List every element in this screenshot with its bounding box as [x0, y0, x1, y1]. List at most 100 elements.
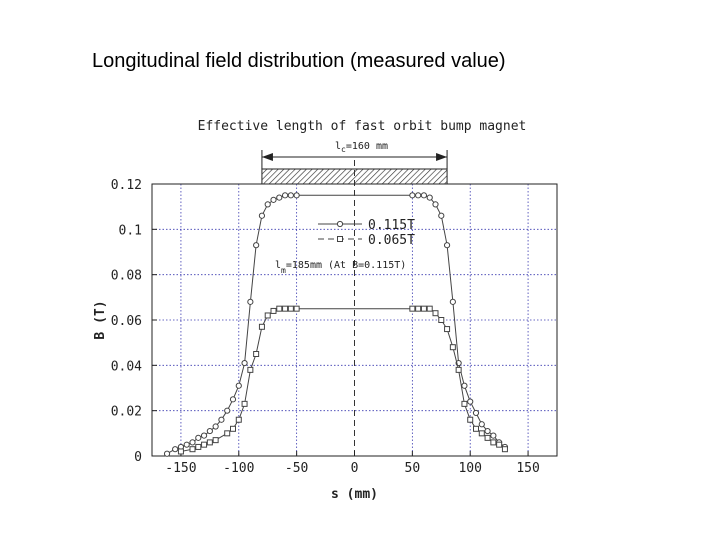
data-point — [270, 196, 277, 203]
data-point — [224, 407, 231, 414]
data-point — [195, 434, 202, 441]
data-point — [189, 439, 196, 446]
data-point — [443, 242, 451, 249]
data-point — [432, 201, 439, 208]
data-point — [409, 192, 416, 199]
data-point — [501, 446, 508, 453]
y-tick-label: 0.12 — [111, 178, 142, 193]
data-point — [241, 400, 248, 407]
data-point — [461, 382, 468, 389]
legend-marker — [337, 236, 343, 242]
data-point — [218, 416, 225, 423]
data-point — [253, 351, 260, 357]
data-point — [206, 427, 213, 435]
y-tick-label: 0.08 — [111, 269, 142, 284]
data-point — [484, 427, 491, 435]
data-point — [206, 439, 213, 446]
data-point — [478, 430, 485, 437]
x-tick-label: 0 — [351, 461, 359, 476]
dimension-arrow-right — [436, 153, 448, 161]
data-point — [455, 366, 462, 373]
data-point — [189, 446, 196, 453]
data-point — [438, 212, 445, 219]
y-axis-label: B (T) — [93, 300, 108, 339]
data-point — [235, 382, 242, 389]
x-tick-label: -150 — [165, 461, 196, 476]
data-point — [420, 192, 428, 199]
slide-title: Longitudinal field distribution (measure… — [92, 50, 506, 72]
data-point — [212, 423, 219, 430]
core-length-label: lc=160 mm — [335, 141, 388, 154]
data-point — [461, 400, 468, 407]
data-point — [258, 323, 265, 330]
x-tick-label: -100 — [223, 461, 254, 476]
data-point — [496, 441, 503, 448]
x-tick-label: 50 — [405, 461, 421, 476]
data-point — [224, 430, 231, 437]
chart-title: Effective length of fast orbit bump magn… — [198, 119, 527, 134]
legend-marker — [336, 220, 344, 228]
series-high-field — [163, 192, 509, 457]
magnetic-length-label: lm=185mm (At B=0.115T) — [275, 260, 406, 275]
x-axis-ticks: -150 -100 -50 0 50 100 150 — [165, 451, 540, 476]
x-tick-label: 100 — [458, 461, 481, 476]
data-point — [484, 434, 491, 441]
data-point — [183, 441, 190, 448]
data-point — [177, 448, 184, 455]
data-series — [163, 192, 509, 457]
data-point — [287, 305, 294, 312]
data-point — [172, 446, 179, 453]
data-point — [415, 192, 422, 199]
data-point — [426, 194, 433, 201]
data-point — [253, 242, 260, 249]
data-point — [293, 192, 300, 199]
data-point — [415, 305, 422, 312]
data-point — [490, 432, 497, 439]
y-tick-label: 0 — [134, 450, 142, 465]
data-point — [258, 212, 266, 219]
data-point — [212, 437, 219, 444]
data-point — [230, 425, 236, 432]
series-line — [166, 194, 506, 455]
data-point — [264, 201, 271, 208]
y-axis-ticks: 0 0.02 0.04 0.06 0.08 0.1 0.12 — [111, 178, 157, 465]
data-point — [409, 305, 416, 312]
data-point — [449, 344, 456, 351]
data-point — [247, 366, 254, 373]
data-point — [444, 326, 451, 333]
data-point — [163, 450, 171, 457]
data-point — [229, 396, 237, 403]
data-point — [200, 432, 208, 439]
data-point — [235, 416, 242, 423]
data-point — [478, 421, 485, 428]
data-point — [195, 443, 202, 450]
data-point — [467, 398, 474, 405]
data-point — [270, 307, 277, 314]
data-point — [276, 194, 283, 201]
data-point — [264, 312, 271, 319]
data-point — [247, 298, 254, 305]
y-tick-label: 0.1 — [119, 223, 142, 238]
y-tick-label: 0.04 — [111, 359, 142, 374]
data-point — [282, 305, 289, 312]
x-tick-label: -50 — [285, 461, 308, 476]
data-point — [287, 192, 294, 199]
data-point — [276, 305, 283, 312]
series-line — [180, 308, 506, 452]
x-axis-label: s (mm) — [331, 487, 378, 502]
data-point — [281, 192, 289, 199]
data-point — [438, 317, 445, 323]
data-point — [293, 305, 300, 312]
data-point — [201, 441, 208, 448]
data-point — [449, 298, 456, 305]
data-point — [432, 310, 439, 317]
data-point — [472, 409, 480, 417]
x-tick-label: 150 — [516, 461, 539, 476]
legend-label: 0.065T — [368, 233, 415, 248]
data-point — [490, 439, 497, 446]
data-point — [473, 425, 479, 432]
y-tick-label: 0.02 — [111, 405, 142, 420]
data-point — [426, 305, 433, 312]
